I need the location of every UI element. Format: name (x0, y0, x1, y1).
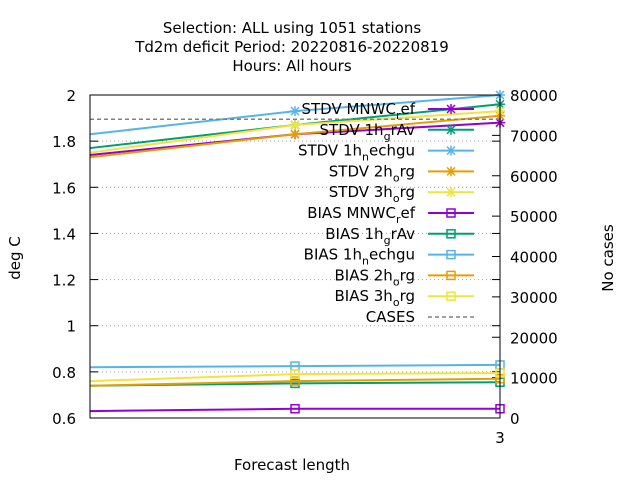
data-point (290, 369, 300, 379)
legend-entry: CASES (366, 308, 474, 326)
y-tick-label: 0.8 (52, 364, 76, 382)
legend-marker (446, 145, 456, 156)
y-tick-label: 1 (66, 318, 76, 336)
y-tick-label: 1.8 (52, 133, 76, 151)
series-line (89, 372, 501, 383)
legend-label: BIAS 3horg (335, 287, 416, 309)
legend-marker (446, 229, 456, 239)
data-point (290, 129, 300, 140)
legend-label: BIAS 2horg (335, 266, 416, 288)
y2-tick-label: 10000 (510, 370, 558, 388)
title-line-1: Selection: ALL using 1051 stations (163, 19, 422, 37)
y2-tick-label: 60000 (510, 168, 558, 186)
legend-marker (446, 166, 456, 177)
series-7 (89, 360, 505, 371)
series-line (89, 377, 501, 387)
y-tick-label: 1.6 (52, 179, 76, 197)
y2-tick-label: 30000 (510, 289, 558, 307)
legend-entry: BIAS 2horg (335, 266, 474, 288)
data-point (290, 106, 300, 117)
legend-label: STDV 2horg (329, 162, 415, 184)
chart-title: Selection: ALL using 1051 stations Td2m … (134, 19, 449, 75)
y2-axis-ticks: 0 10000 20000 30000 40000 50000 60000 70000 8000… (492, 87, 558, 428)
legend-marker (446, 270, 456, 281)
y2-tick-label: 80000 (510, 87, 558, 105)
series-5 (89, 404, 505, 414)
plot-frame (89, 94, 501, 419)
y-axis-ticks: 0.6 0.8 1 1.2 1.4 1.6 1.8 2 (52, 87, 500, 428)
legend-entry: STDV 1hnechgu (298, 142, 474, 164)
data-point (290, 376, 300, 386)
data-point (290, 404, 300, 414)
legend-marker (446, 124, 456, 135)
y2-tick-label: 40000 (510, 249, 558, 267)
series-9 (89, 368, 505, 383)
x-axis-label: Forecast length (234, 456, 350, 474)
y2-tick-label: 50000 (510, 208, 558, 226)
y-tick-label: 0.6 (52, 410, 76, 428)
y2-tick-label: 70000 (510, 127, 558, 145)
y-tick-label: 1.2 (52, 272, 76, 290)
legend-label: BIAS MNWCref (307, 204, 415, 226)
legend-entry: BIAS 3horg (335, 287, 474, 309)
x-tick-label: 3 (495, 429, 505, 447)
title-line-2: Td2m deficit Period: 20220816-20220819 (134, 38, 449, 56)
legend-label: STDV MNWCref (301, 100, 415, 122)
legend-label: STDV 1hgrAv (320, 121, 416, 143)
legend-label: STDV 3horg (329, 183, 415, 205)
y-tick-label: 1.4 (52, 225, 76, 243)
legend-entry: STDV MNWCref (301, 100, 474, 122)
series-2 (89, 90, 505, 136)
legend-label: BIAS 1hgrAv (325, 225, 415, 247)
series-line (89, 407, 500, 413)
legend-marker (446, 208, 456, 218)
legend-entry: BIAS 1hgrAv (325, 225, 474, 247)
y2-tick-label: 0 (510, 410, 520, 428)
legend-entry: BIAS 1hnechgu (304, 246, 474, 268)
legend-marker (446, 249, 456, 260)
legend-entry: STDV 1hgrAv (320, 121, 474, 143)
legend-label: BIAS 1hnechgu (304, 246, 415, 268)
y2-axis-label: No cases (599, 224, 617, 292)
title-line-3: Hours: All hours (232, 57, 351, 75)
y2-tick-label: 20000 (510, 329, 558, 347)
series-line (89, 363, 501, 369)
y-tick-label: 2 (66, 87, 76, 105)
legend-marker (446, 187, 456, 198)
y-axis-label: deg C (6, 236, 24, 280)
legend-marker (446, 291, 456, 301)
legend-entry: STDV 2horg (329, 162, 474, 184)
legend-marker (446, 104, 456, 114)
legend-entry: BIAS MNWCref (307, 204, 474, 226)
legend-entry: STDV 3horg (329, 183, 474, 205)
data-point (290, 119, 300, 130)
legend-label: STDV 1hnechgu (298, 142, 415, 164)
legend-label: CASES (366, 308, 415, 326)
series-group (89, 90, 505, 414)
grid-lines (90, 140, 500, 373)
